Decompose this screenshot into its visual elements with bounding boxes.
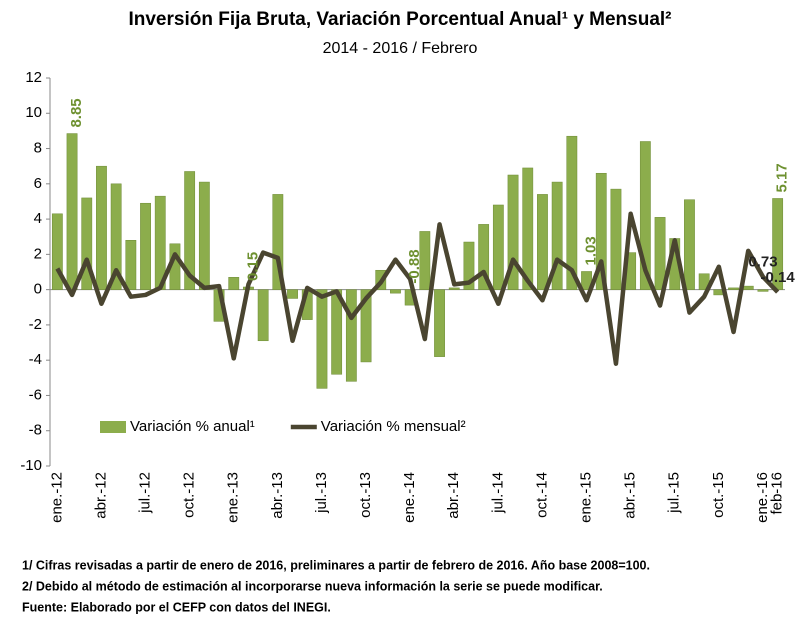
- data-label: 1.03: [583, 236, 600, 265]
- y-tick-label: 6: [34, 175, 42, 192]
- y-tick-label: -4: [29, 351, 42, 368]
- x-tick-label: oct.-14: [533, 472, 550, 518]
- bar: [478, 224, 490, 290]
- data-label: -0.88: [406, 249, 423, 283]
- x-tick-label: ene.-12: [48, 472, 65, 523]
- x-tick-label: ene.-15: [578, 472, 595, 523]
- chart-subtitle: 2014 - 2016 / Febrero: [323, 40, 478, 57]
- x-tick-label: ene.-16: [754, 472, 771, 523]
- bar: [198, 181, 210, 290]
- bar: [639, 141, 651, 290]
- y-tick-label: -8: [29, 422, 42, 439]
- bar: [110, 183, 122, 290]
- bar: [81, 197, 93, 290]
- x-tick-label: oct.-15: [710, 472, 727, 518]
- bar: [684, 199, 695, 290]
- bar: [434, 289, 445, 357]
- x-tick-label: oct.-12: [181, 472, 198, 518]
- x-tick-label: jul.-12: [137, 472, 154, 514]
- bar: [390, 289, 401, 294]
- bar: [419, 231, 431, 290]
- bar: [96, 165, 107, 290]
- legend-label: Variación % mensual²: [321, 418, 466, 435]
- x-tick-label: feb-16: [769, 472, 786, 515]
- chart-title: Inversión Fija Bruta, Variación Porcentu…: [128, 9, 671, 30]
- bar: [728, 287, 739, 290]
- bar: [66, 133, 78, 290]
- bar: [51, 213, 63, 290]
- x-tick-label: jul.-13: [313, 472, 330, 514]
- data-label: 0.15: [244, 252, 261, 281]
- bar: [566, 135, 578, 290]
- footnote: Fuente: Elaborado por el CEFP con datos …: [22, 600, 331, 614]
- y-tick-label: 8: [34, 140, 42, 157]
- y-tick-label: 10: [25, 104, 42, 121]
- legend-swatch: [100, 421, 126, 433]
- y-tick-label: 4: [34, 210, 42, 227]
- x-tick-label: abr.-13: [269, 472, 286, 519]
- bar: [742, 285, 754, 290]
- x-tick-label: jul.-15: [666, 472, 683, 514]
- footnote: 1/ Cifras revisadas a partir de enero de…: [22, 558, 650, 572]
- bar: [228, 277, 240, 290]
- bar: [610, 188, 622, 290]
- x-tick-label: abr.-15: [622, 472, 639, 519]
- bar: [492, 204, 504, 290]
- bar: [654, 217, 666, 290]
- y-tick-label: 2: [34, 245, 42, 262]
- bar: [360, 289, 372, 363]
- bar: [522, 167, 534, 290]
- data-label: 8.85: [68, 98, 85, 127]
- bar: [125, 240, 137, 290]
- footnote: 2/ Debido al método de estimación al inc…: [22, 579, 603, 593]
- bar: [463, 241, 475, 290]
- x-tick-label: jul.-14: [489, 472, 506, 514]
- bar: [448, 287, 460, 290]
- y-tick-label: -6: [29, 386, 42, 403]
- y-tick-label: -2: [29, 316, 42, 333]
- bar: [316, 289, 328, 389]
- bar: [287, 289, 298, 299]
- data-label: 0.73: [748, 254, 777, 271]
- y-tick-label: 0: [34, 281, 42, 298]
- x-tick-label: abr.-12: [92, 472, 109, 519]
- line: [55, 211, 780, 366]
- bar: [595, 172, 607, 290]
- bar: [757, 289, 769, 292]
- bar: [345, 289, 357, 382]
- data-label: -0.14: [761, 269, 796, 286]
- x-tick-label: oct.-13: [357, 472, 374, 518]
- x-tick-label: ene.-13: [225, 472, 242, 523]
- y-tick-label: 12: [25, 69, 42, 86]
- bar: [140, 202, 151, 290]
- y-tick-label: -10: [20, 457, 42, 474]
- bar: [257, 289, 269, 342]
- bar: [537, 194, 548, 290]
- bar: [184, 171, 196, 290]
- x-tick-label: ene.-14: [401, 472, 418, 523]
- legend-label: Variación % anual¹: [130, 418, 255, 435]
- data-label: 5.17: [774, 163, 791, 192]
- x-tick-label: abr.-14: [445, 472, 462, 519]
- bar: [507, 174, 519, 290]
- bar: [272, 194, 284, 290]
- bar: [551, 181, 563, 290]
